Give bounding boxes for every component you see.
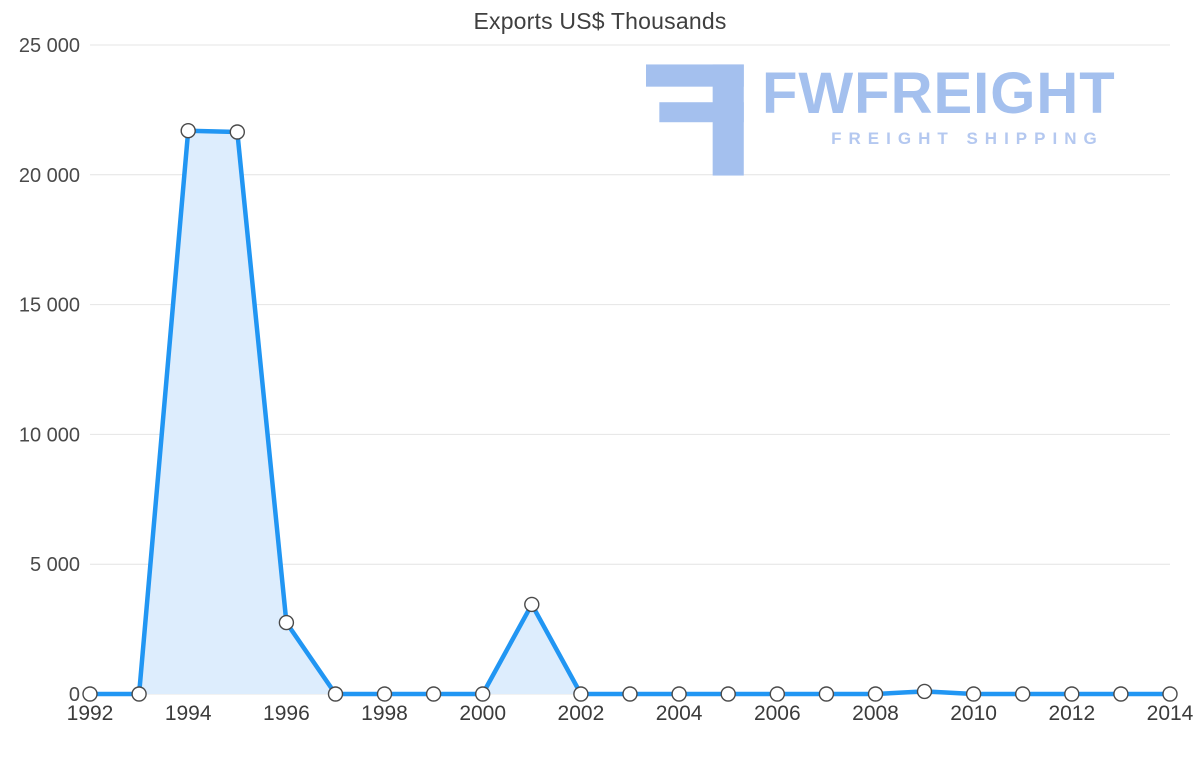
x-tick-label: 2010 [950, 702, 997, 725]
data-point-marker [965, 686, 982, 702]
data-point-marker [475, 686, 491, 702]
x-tick-label: 1994 [165, 702, 212, 725]
data-point-marker [1162, 686, 1178, 702]
x-tick-label: 2014 [1147, 702, 1194, 725]
fwfreight-logo-icon [646, 64, 744, 176]
data-point-marker [229, 124, 246, 140]
y-tick-label: 20 000 [19, 165, 80, 187]
data-point-marker [131, 686, 147, 702]
series-area [90, 130, 1170, 694]
data-point-marker [1113, 686, 1129, 702]
fwfreight-logo-subtitle: FREIGHT SHIPPING [831, 129, 1104, 149]
fwfreight-logo: FWFREIGHT FREIGHT SHIPPING [646, 64, 1116, 176]
y-tick-label: 25 000 [19, 35, 80, 57]
data-point-marker [425, 686, 442, 702]
data-point-marker [1064, 686, 1080, 702]
data-point-marker [376, 686, 393, 702]
x-tick-label: 1992 [67, 702, 114, 725]
data-point-marker [867, 686, 884, 702]
x-tick-label: 2012 [1048, 702, 1095, 725]
y-tick-label: 0 [69, 684, 80, 706]
data-point-marker [327, 686, 344, 702]
data-point-marker [278, 614, 295, 631]
data-point-marker [769, 686, 785, 702]
x-tick-label: 2000 [459, 702, 506, 725]
fwfreight-logo-title: FWFREIGHT [762, 61, 1116, 126]
x-tick-label: 1998 [361, 702, 408, 725]
chart-title: Exports US$ Thousands [473, 8, 727, 34]
x-tick-label: 2008 [852, 702, 899, 725]
x-tick-label: 2004 [656, 702, 703, 725]
data-point-marker [818, 686, 835, 702]
x-tick-label: 1996 [263, 702, 310, 725]
x-tick-label: 2006 [754, 702, 801, 725]
data-point-marker [671, 686, 687, 702]
y-tick-label: 10 000 [19, 424, 80, 446]
data-point-marker [180, 122, 196, 139]
data-point-marker [1015, 686, 1031, 702]
data-point-marker [916, 683, 933, 700]
data-point-marker [524, 596, 540, 613]
data-point-marker [82, 686, 98, 702]
y-tick-label: 5 000 [30, 554, 80, 576]
data-point-marker [720, 686, 736, 702]
x-tick-label: 2002 [558, 702, 605, 725]
data-point-marker [622, 686, 638, 702]
y-tick-label: 15 000 [19, 295, 80, 317]
logo-f-shape [646, 64, 744, 176]
data-point-marker [573, 686, 589, 702]
fwfreight-logo-text: FWFREIGHT FREIGHT SHIPPING [762, 64, 1116, 149]
